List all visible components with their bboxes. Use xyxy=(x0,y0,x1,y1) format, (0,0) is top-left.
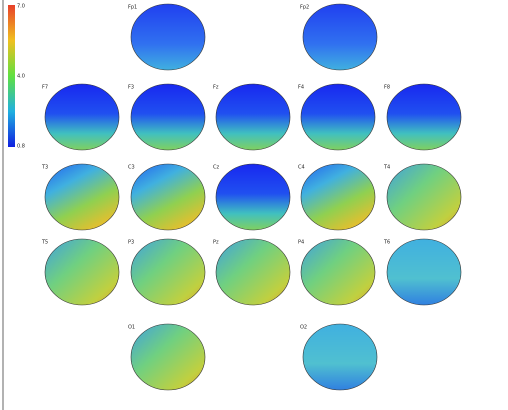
topo-map xyxy=(130,163,206,231)
map-label: T5 xyxy=(41,240,48,246)
map-label: T6 xyxy=(383,240,390,246)
map-label: F8 xyxy=(384,85,390,91)
topo-map xyxy=(300,83,376,151)
topo-map xyxy=(130,83,206,151)
map-label: F4 xyxy=(298,85,304,91)
topo-map xyxy=(215,238,291,306)
topo-map xyxy=(215,163,291,231)
topo-map xyxy=(386,163,462,231)
topo-map xyxy=(300,238,376,306)
topo-map xyxy=(130,238,206,306)
colorbar xyxy=(8,5,15,147)
topo-map xyxy=(302,323,378,391)
map-label: Fz xyxy=(213,85,219,91)
map-label: C3 xyxy=(128,165,135,171)
map-label: P3 xyxy=(128,240,134,246)
map-label: O1 xyxy=(128,325,135,331)
topo-map xyxy=(130,3,206,71)
map-label: F3 xyxy=(128,85,134,91)
map-label: T3 xyxy=(41,165,48,171)
topo-map xyxy=(215,83,291,151)
map-label: Fp2 xyxy=(300,5,309,11)
topo-map xyxy=(300,163,376,231)
map-label: F7 xyxy=(42,85,48,91)
topo-map xyxy=(44,83,120,151)
map-label: C4 xyxy=(298,165,305,171)
map-label: O2 xyxy=(300,325,307,331)
topo-map xyxy=(302,3,378,71)
topo-map xyxy=(386,83,462,151)
colorbar-label: 4.0 xyxy=(17,74,25,80)
map-label: Pz xyxy=(213,240,219,246)
map-label: P4 xyxy=(298,240,304,246)
topo-map xyxy=(130,323,206,391)
topo-map xyxy=(44,163,120,231)
map-label: T4 xyxy=(383,165,390,171)
map-label: Cz xyxy=(213,165,219,171)
colorbar-label: 7.0 xyxy=(17,4,25,10)
topo-map xyxy=(44,238,120,306)
colorbar-label: 0.8 xyxy=(17,144,25,150)
map-label: Fp1 xyxy=(128,5,137,11)
topo-map xyxy=(386,238,462,306)
